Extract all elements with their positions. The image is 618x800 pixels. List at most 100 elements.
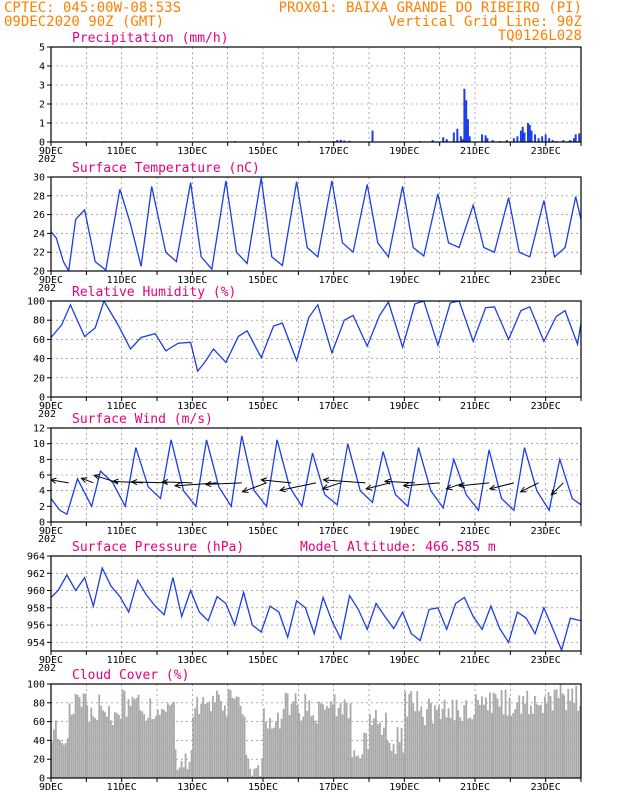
- precip-bar: [371, 130, 374, 142]
- y-tick-label: 12: [33, 424, 45, 435]
- y-tick-label: 3: [39, 81, 45, 92]
- precip-bar: [336, 140, 339, 142]
- cloud-bar: [161, 708, 163, 778]
- cloud-bar: [182, 767, 185, 778]
- precip-bar: [459, 136, 462, 142]
- y-tick-label: 0: [39, 138, 45, 149]
- cloud-bar: [190, 750, 193, 778]
- wind-vector: [520, 482, 539, 493]
- y-tick-label: 80: [33, 698, 45, 709]
- cloud-bar: [226, 716, 228, 778]
- series-group: [51, 684, 581, 778]
- cloud-bar: [485, 697, 487, 778]
- wind-vector-head: [488, 484, 496, 491]
- cloud-bar: [414, 711, 417, 778]
- header-source-coords: CPTEC: 045:00W-08:53S: [4, 0, 181, 16]
- wind-vector-head: [80, 477, 88, 484]
- cloud-bar: [502, 714, 505, 778]
- panel-frame: [50, 555, 582, 652]
- cloud-bar: [271, 728, 273, 778]
- y-tick-label: 100: [27, 680, 45, 691]
- wind-vector-head: [204, 481, 212, 488]
- cloud-bar: [487, 710, 489, 778]
- y-tick-label: 28: [33, 191, 45, 202]
- precip-bar: [551, 140, 554, 142]
- cloud-bar: [575, 685, 578, 778]
- cloud-bar: [373, 718, 375, 778]
- cloud-bar: [314, 720, 317, 778]
- series-line: [51, 435, 581, 516]
- header-run-date: 09DEC2020 90Z (GMT): [4, 14, 164, 30]
- y-tick-label: 0: [39, 393, 45, 404]
- wind-vector: [489, 482, 514, 490]
- cloud-bar: [169, 705, 171, 778]
- x-tick-label: 9DEC: [39, 782, 63, 793]
- cloud-bar: [290, 704, 293, 778]
- x-tick-label: 11DEC: [107, 146, 137, 157]
- x-tick-label: 23DEC: [531, 146, 561, 157]
- cloud-bar: [212, 695, 214, 778]
- cloud-bar: [198, 713, 201, 778]
- cloud-bar: [120, 718, 122, 778]
- y-tick-label: 10: [33, 439, 45, 450]
- wind-vector-head: [519, 486, 527, 493]
- cloud-bar: [218, 694, 220, 778]
- cloud-bar: [98, 694, 101, 778]
- cloud-bar: [92, 716, 95, 778]
- cloud-bar: [84, 693, 87, 778]
- cloud-bar: [536, 704, 538, 778]
- cloud-bar: [449, 717, 452, 778]
- cloud-bar: [178, 767, 181, 778]
- cloud-bar: [78, 697, 81, 778]
- cloud-bar: [357, 755, 360, 778]
- cloud-bar: [284, 692, 287, 778]
- series-line: [51, 566, 581, 651]
- x-tick-label: 13DEC: [177, 275, 207, 286]
- wind-vector: [81, 477, 94, 484]
- cloud-bar: [337, 707, 340, 778]
- y-tick-label: 20: [33, 755, 45, 766]
- wind-vector-head: [457, 482, 465, 489]
- cloud-bar: [345, 702, 348, 778]
- x-tick-label: 17DEC: [319, 782, 349, 793]
- precip-bar: [523, 132, 526, 142]
- header-grid-line-note: Vertical Grid Line: 90Z: [388, 14, 582, 30]
- cloud-bar: [412, 703, 415, 778]
- x-tick-label: 17DEC: [319, 655, 349, 666]
- cloud-bar: [194, 708, 197, 778]
- cloud-bar: [241, 714, 244, 778]
- x-tick-label: 23DEC: [531, 655, 561, 666]
- cloud-bar: [428, 698, 430, 778]
- cloud-bar: [127, 699, 130, 778]
- cloud-bar: [247, 758, 250, 778]
- cloud-bar: [288, 715, 291, 778]
- wind-vector: [322, 482, 341, 490]
- cloud-bar: [53, 729, 55, 778]
- panel-title: Surface Wind (m/s): [72, 412, 213, 427]
- cloud-bar: [263, 708, 265, 778]
- cloud-bar: [106, 716, 108, 778]
- cloud-bar: [206, 702, 209, 778]
- wind-vector: [175, 482, 218, 487]
- wind-vector-head: [161, 479, 169, 486]
- cloud-bar: [465, 700, 468, 778]
- cloud-bar: [253, 768, 256, 778]
- y-tick-label: 960: [27, 586, 45, 597]
- cloud-bar: [520, 713, 523, 778]
- x-tick-label: 11DEC: [107, 655, 137, 666]
- y-tick-label: 26: [33, 210, 45, 221]
- cloud-bar: [229, 689, 232, 778]
- cloud-bar: [149, 698, 152, 778]
- x-tick-label: 17DEC: [319, 401, 349, 412]
- wind-vector-head: [445, 484, 453, 491]
- wind-vector-head: [402, 482, 410, 489]
- cloud-bar: [86, 705, 89, 778]
- precip-bar: [463, 88, 466, 142]
- cloud-bar: [70, 714, 73, 778]
- panel-humidity: 0 20 40 60 80 100 9DEC 11DEC 13DEC 15DEC 17DEC 19DE…: [27, 285, 582, 420]
- cloud-bar: [451, 699, 454, 778]
- precip-bar: [466, 119, 469, 142]
- cloud-bar: [418, 711, 421, 778]
- cloud-bar: [553, 689, 556, 778]
- cloud-bar: [180, 760, 183, 778]
